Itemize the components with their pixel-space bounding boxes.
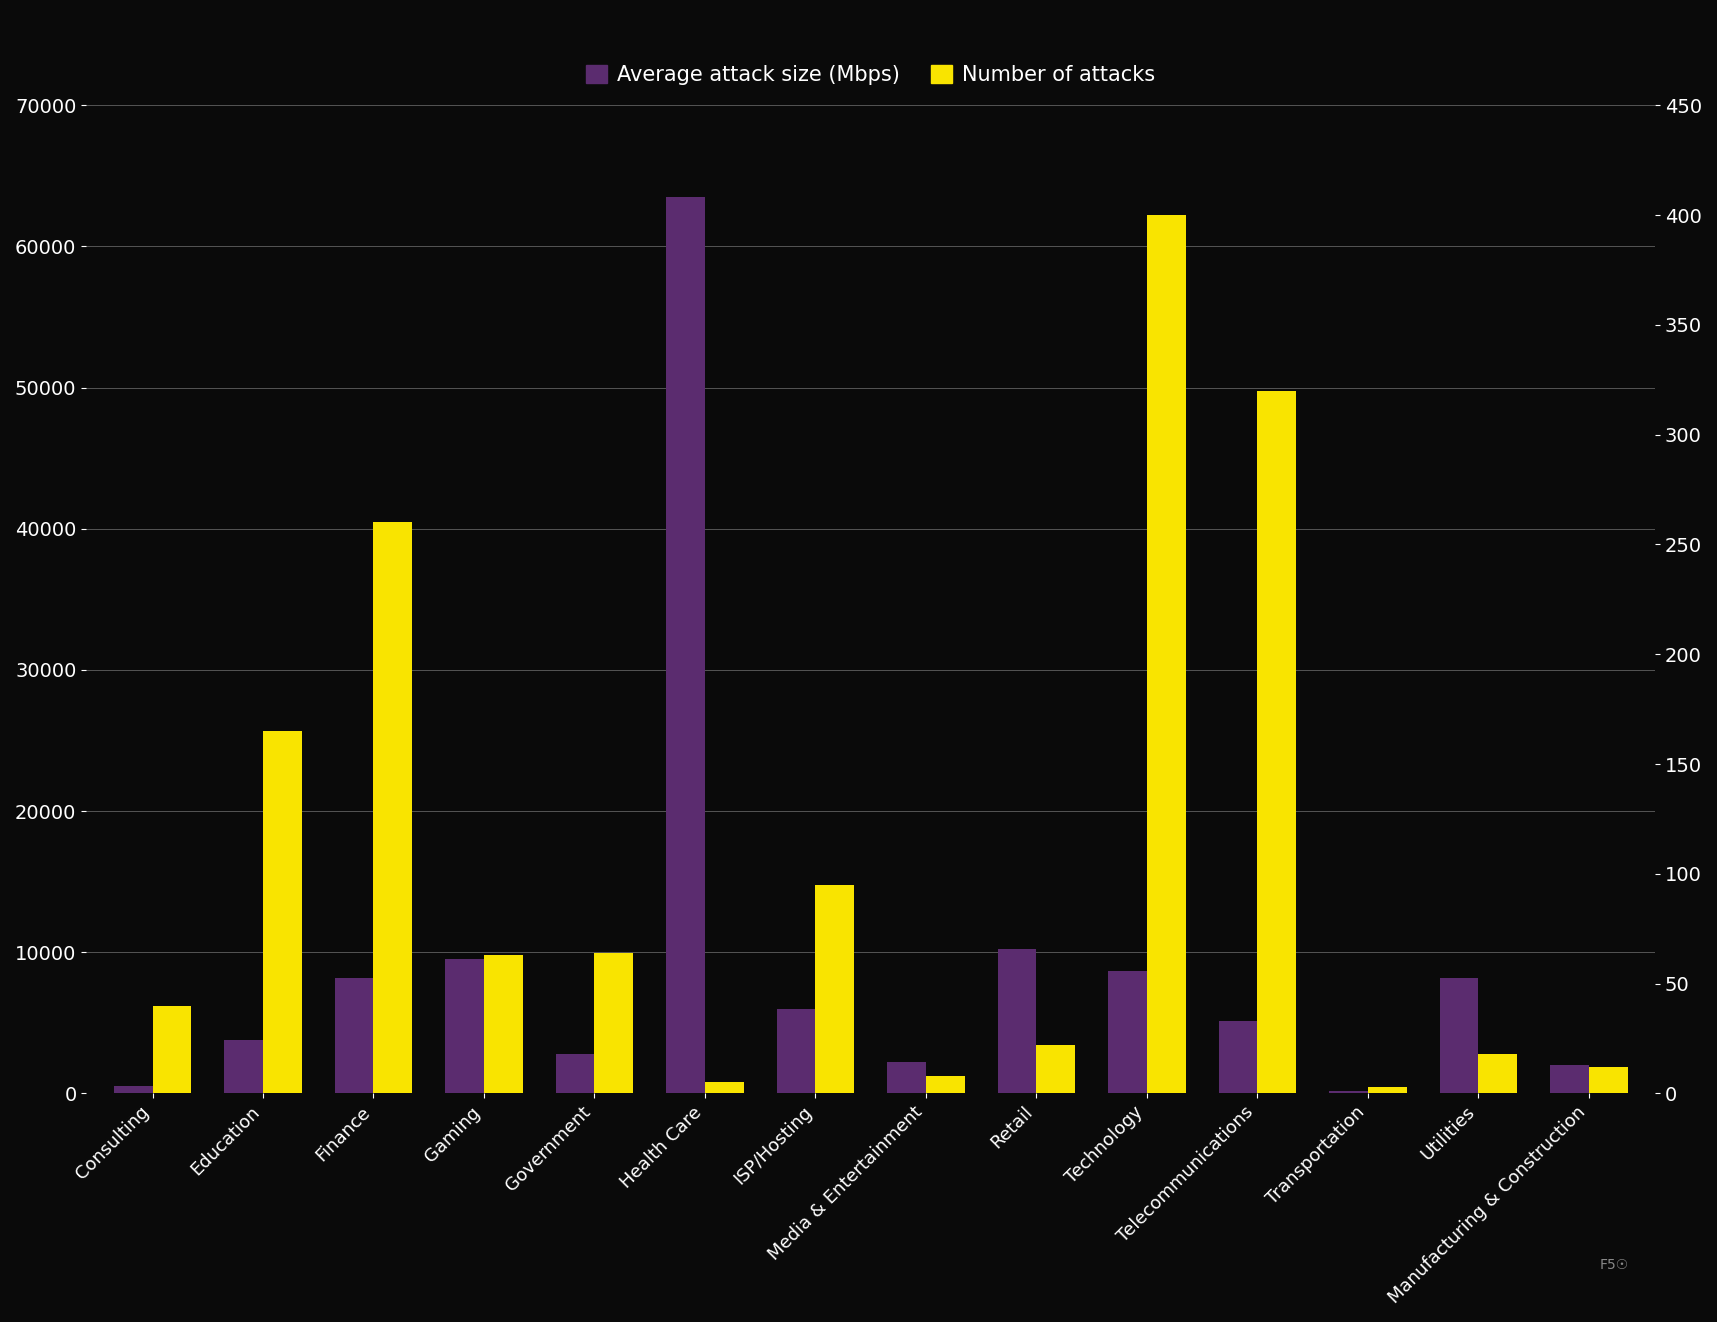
Bar — [1439, 978, 1478, 1093]
Bar — [1588, 1067, 1628, 1093]
Bar — [484, 954, 522, 1093]
Bar — [706, 1083, 743, 1093]
Bar — [776, 1009, 816, 1093]
Bar — [153, 1006, 191, 1093]
Bar — [1107, 970, 1147, 1093]
Bar — [113, 1087, 153, 1093]
Bar — [1257, 391, 1296, 1093]
Bar — [925, 1076, 965, 1093]
Bar — [225, 1039, 263, 1093]
Bar — [666, 197, 706, 1093]
Bar — [1329, 1091, 1368, 1093]
Bar — [998, 949, 1037, 1093]
Bar — [445, 960, 484, 1093]
Bar — [1368, 1087, 1406, 1093]
Bar — [1550, 1066, 1588, 1093]
Bar — [1147, 215, 1185, 1093]
Bar — [556, 1054, 594, 1093]
Bar — [263, 731, 302, 1093]
Legend: Average attack size (Mbps), Number of attacks: Average attack size (Mbps), Number of at… — [577, 57, 1164, 94]
Bar — [1037, 1046, 1075, 1093]
Bar — [374, 522, 412, 1093]
Text: F5☉: F5☉ — [1599, 1259, 1629, 1272]
Bar — [594, 953, 634, 1093]
Bar — [1219, 1022, 1257, 1093]
Bar — [335, 978, 374, 1093]
Bar — [816, 884, 853, 1093]
Bar — [888, 1063, 925, 1093]
Bar — [1478, 1054, 1518, 1093]
